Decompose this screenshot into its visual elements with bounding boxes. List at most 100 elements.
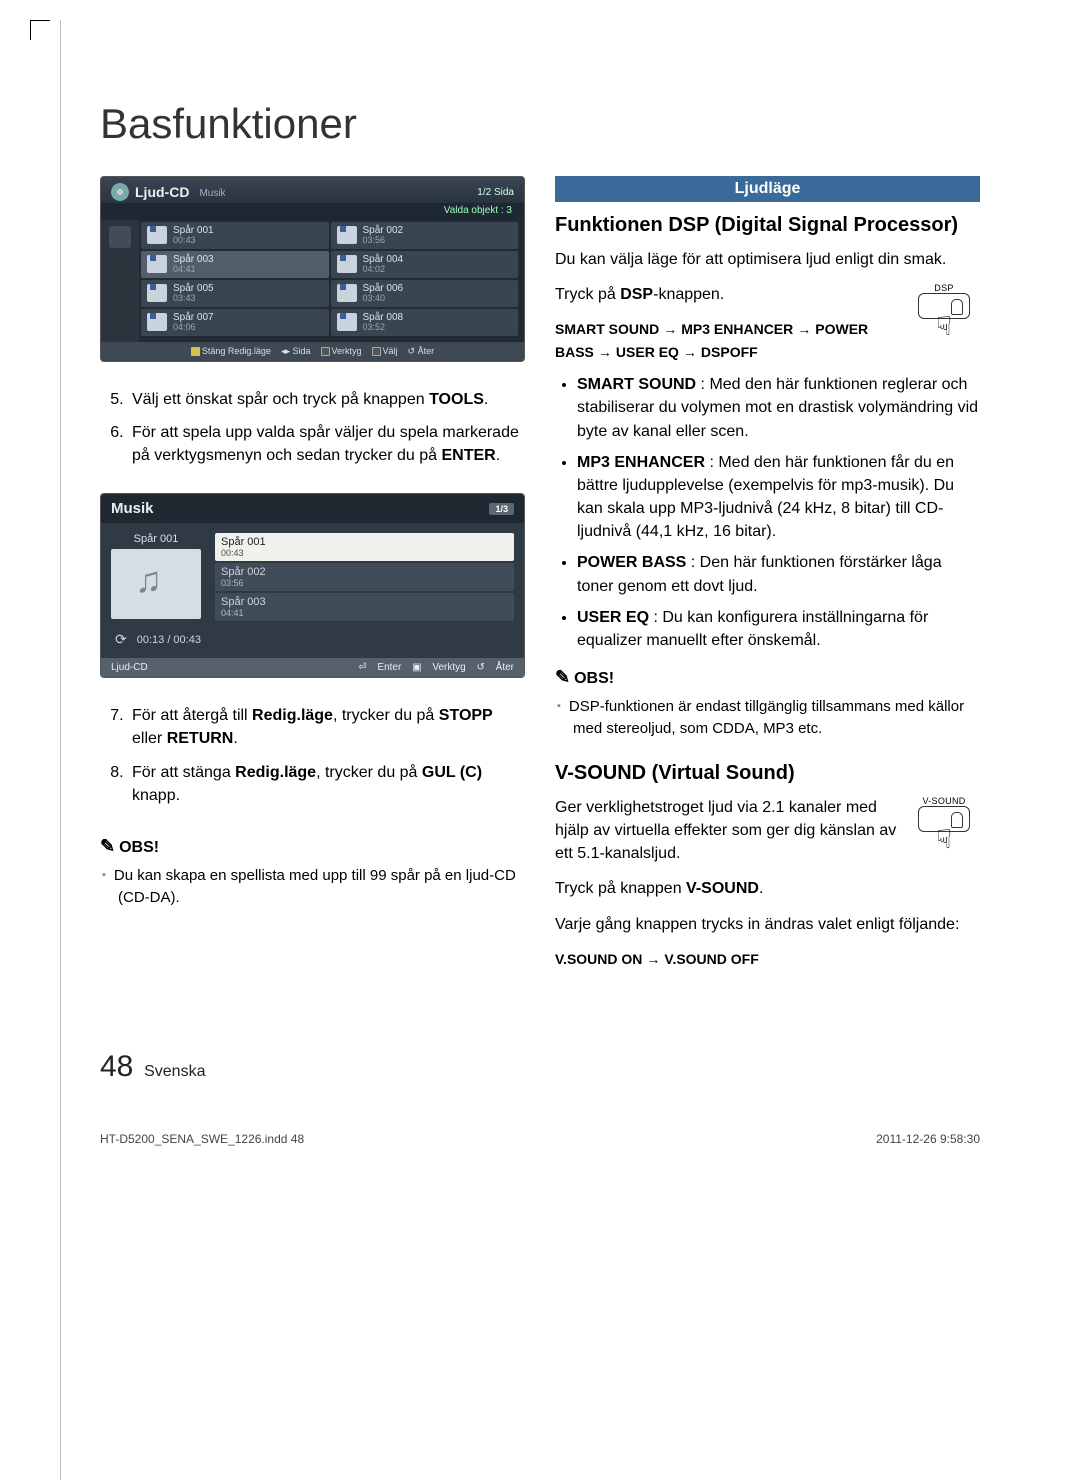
side-icon [109, 226, 131, 248]
vsound-heading: V-SOUND (Virtual Sound) [555, 760, 980, 786]
hand-icon: ☟ [908, 319, 980, 335]
play-row-name: Spår 002 [221, 566, 266, 578]
note-item: DSP-funktionen är endast tillgänglig til… [573, 696, 980, 740]
track-item: Spår 00803:52 [331, 309, 519, 336]
dsp-button-label: DSP [908, 283, 980, 293]
play-row-name: Spår 003 [221, 596, 266, 608]
two-column-layout: Ljud-CD Musik 1/2 Sida Valda objekt : 3 … [100, 176, 980, 980]
play-header: Musik 1/3 [101, 494, 524, 523]
vsound-press-line: Tryck på knappen V-SOUND. [555, 877, 980, 900]
track-icon [147, 313, 167, 331]
track-time: 00:43 [173, 236, 214, 246]
footer-page: ◂▸ Sida [281, 346, 311, 357]
disc-icon [111, 183, 129, 201]
play-list: Spår 00100:43Spår 00203:56Spår 00304:41 [215, 533, 514, 621]
right-column: Ljudläge Funktionen DSP (Digital Signal … [555, 176, 980, 980]
vsound-p2: Varje gång knappen trycks in ändras vale… [555, 913, 980, 936]
foot-back: ↺ Åter [476, 662, 514, 673]
vsound-sequence: V.SOUND ON→V.SOUND OFF [555, 948, 980, 970]
play-list-row: Spår 00304:41 [215, 593, 514, 621]
page-language: Svenska [144, 1063, 205, 1080]
cd-selected-count: Valda objekt : 3 [101, 203, 524, 220]
steps-list-b: För att återgå till Redig.läge, trycker … [100, 704, 525, 807]
footer-back: ↺ Åter [408, 346, 435, 357]
track-icon [337, 313, 357, 331]
step-item: Välj ett önskat spår och tryck på knappe… [128, 388, 525, 411]
track-icon [337, 255, 357, 273]
footer-close: Stäng Redig.läge [191, 346, 271, 357]
print-file: HT-D5200_SENA_SWE_1226.indd 48 [100, 1132, 304, 1146]
section-title: Ljudläge [555, 176, 980, 202]
crop-mark [30, 20, 50, 40]
hand-icon: ☟ [908, 832, 980, 848]
play-list-row: Spår 00203:56 [215, 563, 514, 591]
vsound-button-label: V-SOUND [908, 796, 980, 806]
track-icon [147, 255, 167, 273]
album-art-icon [111, 549, 201, 619]
track-icon [147, 226, 167, 244]
footer-tools: Verktyg [321, 346, 362, 357]
track-icon [147, 284, 167, 302]
playback-screen: Musik 1/3 Spår 001 Spår 00100:43Spår 002… [100, 493, 525, 678]
dsp-feature-list: SMART SOUND : Med den här funktionen reg… [555, 373, 980, 652]
note-right-header: ✎OBS! [555, 664, 980, 690]
step-item: För att stänga Redig.läge, trycker du på… [128, 761, 525, 807]
dsp-heading: Funktionen DSP (Digital Signal Processor… [555, 212, 980, 238]
note-right: ✎OBS! DSP-funktionen är endast tillgängl… [555, 664, 980, 740]
page-number: 48 [100, 1050, 133, 1083]
track-time: 04:06 [173, 323, 214, 333]
track-icon [337, 284, 357, 302]
track-item: Spår 00704:06 [141, 309, 329, 336]
dsp-button-icon [918, 293, 970, 319]
play-footer: Ljud-CD ⏎ Enter ▣ Verktyg ↺ Åter [101, 658, 524, 677]
track-time: 03:52 [363, 323, 404, 333]
step-item: För att återgå till Redig.läge, trycker … [128, 704, 525, 750]
foot-enter: ⏎ Enter [358, 662, 401, 673]
track-time: 04:02 [363, 265, 404, 275]
now-playing-track: Spår 001 [134, 533, 179, 545]
repeat-icon: ⟳ [115, 631, 127, 648]
play-row-name: Spår 001 [221, 536, 266, 548]
dsp-feature-item: POWER BASS : Den här funktionen förstärk… [577, 551, 980, 597]
play-row-time: 00:43 [221, 548, 508, 558]
cd-header-title: Ljud-CD [135, 184, 189, 200]
note-right-list: DSP-funktionen är endast tillgänglig til… [555, 696, 980, 740]
cd-track-screen: Ljud-CD Musik 1/2 Sida Valda objekt : 3 … [100, 176, 525, 362]
track-icon [337, 226, 357, 244]
cd-body: Spår 00100:43Spår 00203:56Spår 00304:41S… [101, 220, 524, 342]
note-left: ✎OBS! Du kan skapa en spellista med upp … [100, 833, 525, 909]
dsp-intro: Du kan välja läge för att optimisera lju… [555, 248, 980, 271]
vsound-button-icon [918, 806, 970, 832]
dsp-feature-item: MP3 ENHANCER : Med den här funktionen få… [577, 451, 980, 544]
play-foot-right: ⏎ Enter ▣ Verktyg ↺ Åter [350, 662, 514, 673]
play-row-time: 03:56 [221, 578, 508, 588]
page-hairline [60, 20, 61, 1480]
dsp-feature-item: USER EQ : Du kan konfigurera inställning… [577, 606, 980, 652]
track-time: 03:43 [173, 294, 214, 304]
print-timestamp: 2011-12-26 9:58:30 [876, 1132, 980, 1146]
print-info-line: HT-D5200_SENA_SWE_1226.indd 48 2011-12-2… [100, 1132, 980, 1146]
dsp-feature-item: SMART SOUND : Med den här funktionen reg… [577, 373, 980, 443]
foot-tools: ▣ Verktyg [412, 662, 466, 673]
track-item: Spår 00503:43 [141, 280, 329, 307]
play-foot-left: Ljud-CD [111, 662, 148, 673]
steps-list-a: Välj ett önskat spår och tryck på knappe… [100, 388, 525, 468]
cd-track-grid: Spår 00100:43Spår 00203:56Spår 00304:41S… [139, 220, 524, 342]
track-time: 03:56 [363, 236, 404, 246]
step-item: För att spela upp valda spår väljer du s… [128, 421, 525, 467]
dsp-button-figure: DSP ☟ [908, 283, 980, 335]
track-item: Spår 00404:02 [331, 251, 519, 278]
page-title: Basfunktioner [100, 100, 980, 148]
note-item: Du kan skapa en spellista med upp till 9… [118, 865, 525, 909]
vsound-button-figure: V-SOUND ☟ [908, 796, 980, 848]
cd-header: Ljud-CD Musik 1/2 Sida [101, 177, 524, 203]
footer-select: Välj [372, 346, 398, 357]
track-item: Spår 00304:41 [141, 251, 329, 278]
track-time: 03:40 [363, 294, 404, 304]
cd-header-sub: Musik [199, 188, 225, 199]
play-current-bar: ⟳ 00:13 / 00:43 [101, 631, 524, 658]
track-item: Spår 00603:40 [331, 280, 519, 307]
cd-header-page: 1/2 Sida [477, 187, 514, 198]
track-item: Spår 00203:56 [331, 222, 519, 249]
track-item: Spår 00100:43 [141, 222, 329, 249]
